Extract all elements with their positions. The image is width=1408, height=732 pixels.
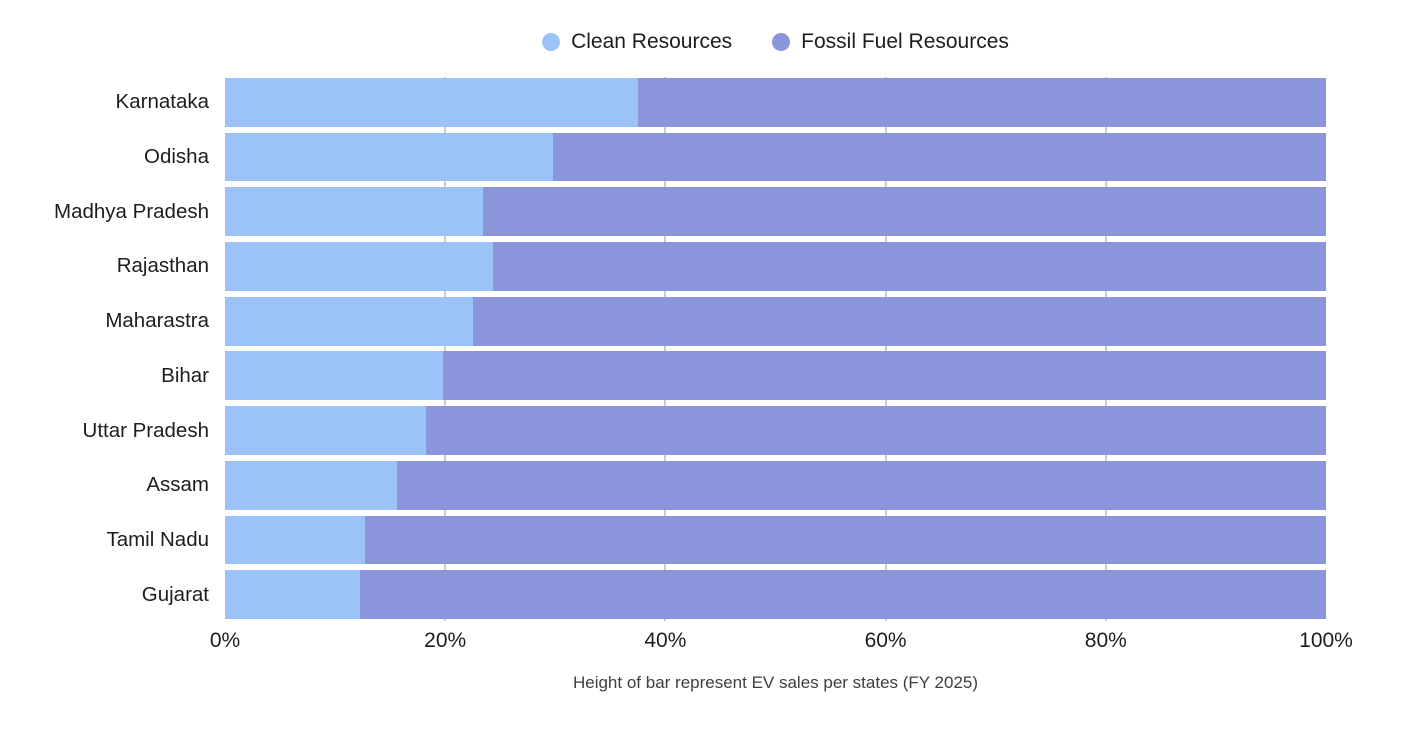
segment-clean-resources xyxy=(225,460,397,510)
bar-row: Tamil Nadu xyxy=(0,515,1326,565)
category-label: Odisha xyxy=(144,145,209,169)
bar-row: Bihar xyxy=(0,351,1326,401)
segment-clean-resources xyxy=(225,351,443,401)
gridline xyxy=(884,77,887,621)
bar-row: Assam xyxy=(0,460,1326,510)
category-label: Assam xyxy=(146,473,209,497)
gridline xyxy=(444,77,447,621)
category-label: Bihar xyxy=(161,363,209,387)
category-label: Karnataka xyxy=(115,90,209,114)
segment-clean-resources xyxy=(225,406,427,455)
segment-clean-resources xyxy=(225,296,473,346)
segment-fossil-fuel-resources xyxy=(426,406,1326,455)
gridline xyxy=(1104,77,1107,621)
bar-row: Gujarat xyxy=(0,570,1326,619)
bar-track xyxy=(225,78,1326,127)
segment-fossil-fuel-resources xyxy=(360,570,1326,619)
legend-label: Fossil Fuel Resources xyxy=(801,30,1009,53)
segment-fossil-fuel-resources xyxy=(364,515,1326,565)
category-label: Gujarat xyxy=(141,582,209,606)
category-label: Maharastra xyxy=(105,309,209,333)
segment-clean-resources xyxy=(225,515,365,565)
legend-label: Clean Resources xyxy=(571,30,733,53)
chart-rows: Karnataka Odisha Madhya Pradesh Rajasthan Ma… xyxy=(0,78,1326,619)
category-label: Rajasthan xyxy=(116,254,209,278)
x-tick-label: 60% xyxy=(864,629,907,652)
bar-row: Madhya Pradesh xyxy=(0,187,1326,237)
category-label: Tamil Nadu xyxy=(106,527,209,551)
bar-track xyxy=(225,187,1326,237)
bar-track xyxy=(225,296,1326,346)
x-tick-label: 0% xyxy=(209,629,241,652)
x-tick-label: 80% xyxy=(1084,629,1127,652)
bar-track xyxy=(225,351,1326,401)
segment-fossil-fuel-resources xyxy=(442,351,1326,401)
bar-row: Uttar Pradesh xyxy=(0,406,1326,455)
category-label: Madhya Pradesh xyxy=(54,199,209,223)
segment-clean-resources xyxy=(225,78,638,127)
bar-row: Karnataka xyxy=(0,78,1326,127)
segment-clean-resources xyxy=(225,132,554,182)
bar-track xyxy=(225,515,1326,565)
segment-clean-resources xyxy=(225,187,483,237)
bar-row: Rajasthan xyxy=(0,242,1326,291)
bar-track xyxy=(225,460,1326,510)
bar-row: Maharastra xyxy=(0,296,1326,346)
segment-clean-resources xyxy=(225,570,361,619)
category-label: Uttar Pradesh xyxy=(82,418,209,442)
x-tick-label: 100% xyxy=(1299,629,1353,652)
legend-item-fossil: Fossil Fuel Resources xyxy=(772,30,1009,54)
grid-layer xyxy=(225,77,1326,621)
legend-item-clean: Clean Resources xyxy=(542,30,732,54)
segment-fossil-fuel-resources xyxy=(482,187,1326,237)
segment-fossil-fuel-resources xyxy=(472,296,1326,346)
bar-row: Odisha xyxy=(0,132,1326,182)
segment-fossil-fuel-resources xyxy=(637,78,1326,127)
x-tick-label: 20% xyxy=(424,629,467,652)
segment-clean-resources xyxy=(225,242,493,291)
segment-fossil-fuel-resources xyxy=(553,132,1326,182)
x-axis: 0% 20% 40% 60% 80% 100% xyxy=(210,629,1353,657)
legend-swatch-icon xyxy=(772,33,791,51)
x-tick-label: 40% xyxy=(644,629,687,652)
bar-track xyxy=(225,132,1326,182)
legend: Clean Resources Fossil Fuel Resources xyxy=(225,28,1326,56)
legend-swatch-icon xyxy=(542,33,561,51)
chart-caption: Height of bar represent EV sales per sta… xyxy=(572,673,979,692)
bar-track xyxy=(225,242,1326,291)
bar-track xyxy=(225,570,1326,619)
segment-fossil-fuel-resources xyxy=(492,242,1326,291)
segment-fossil-fuel-resources xyxy=(396,460,1326,510)
gridline xyxy=(664,77,667,621)
bar-track xyxy=(225,406,1326,455)
